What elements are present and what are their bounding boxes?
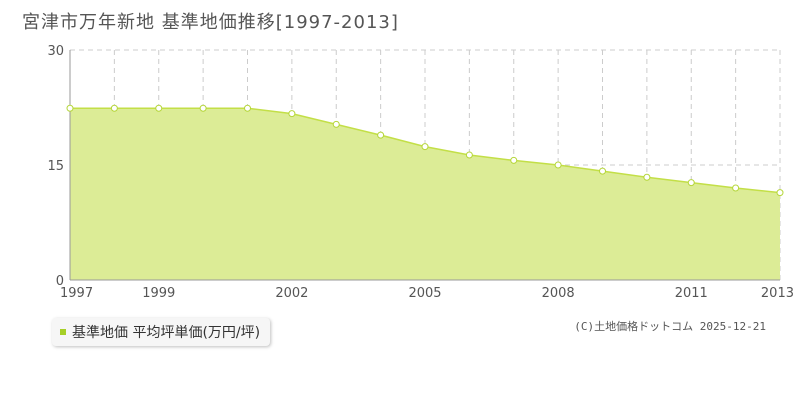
y-tick-label: 15 (47, 159, 64, 174)
tick-labels: 0 15 30 1997 1999 2002 2005 2008 2011 2013 (47, 44, 794, 301)
chart-title: 宮津市万年新地 基準地価推移[1997-2013] (22, 12, 399, 33)
data-point (155, 104, 163, 112)
x-tick-label: 2002 (275, 286, 308, 301)
data-point (377, 131, 385, 139)
data-point (554, 161, 562, 169)
data-point (332, 120, 340, 128)
x-tick-label: 1997 (60, 286, 93, 301)
data-point (510, 156, 518, 164)
area-fill (70, 108, 780, 281)
data-point (288, 110, 296, 118)
data-point (110, 104, 118, 112)
legend-swatch (60, 329, 66, 335)
x-tick-label: 2013 (761, 286, 794, 301)
data-point (776, 189, 784, 197)
x-tick-label: 2011 (675, 286, 708, 301)
legend: 基準地価 平均坪単価(万円/坪) (52, 318, 271, 346)
x-tick-label: 2008 (542, 286, 575, 301)
data-point (465, 151, 473, 159)
data-point (199, 104, 207, 112)
data-point (421, 143, 429, 151)
data-point (687, 179, 695, 187)
legend-label: 基準地価 平均坪単価(万円/坪) (72, 325, 261, 341)
data-point (66, 104, 74, 112)
x-tick-label: 2005 (408, 286, 441, 301)
x-tick-label: 1999 (142, 286, 175, 301)
axes (69, 50, 780, 281)
y-tick-label: 0 (56, 274, 64, 289)
data-point (599, 167, 606, 175)
data-markers (66, 104, 784, 197)
data-point (643, 173, 651, 181)
data-point (244, 104, 251, 112)
y-tick-label: 30 (47, 44, 64, 59)
data-point (732, 184, 740, 192)
credit-text: (C)土地価格ドットコム 2025-12-21 (574, 320, 766, 333)
